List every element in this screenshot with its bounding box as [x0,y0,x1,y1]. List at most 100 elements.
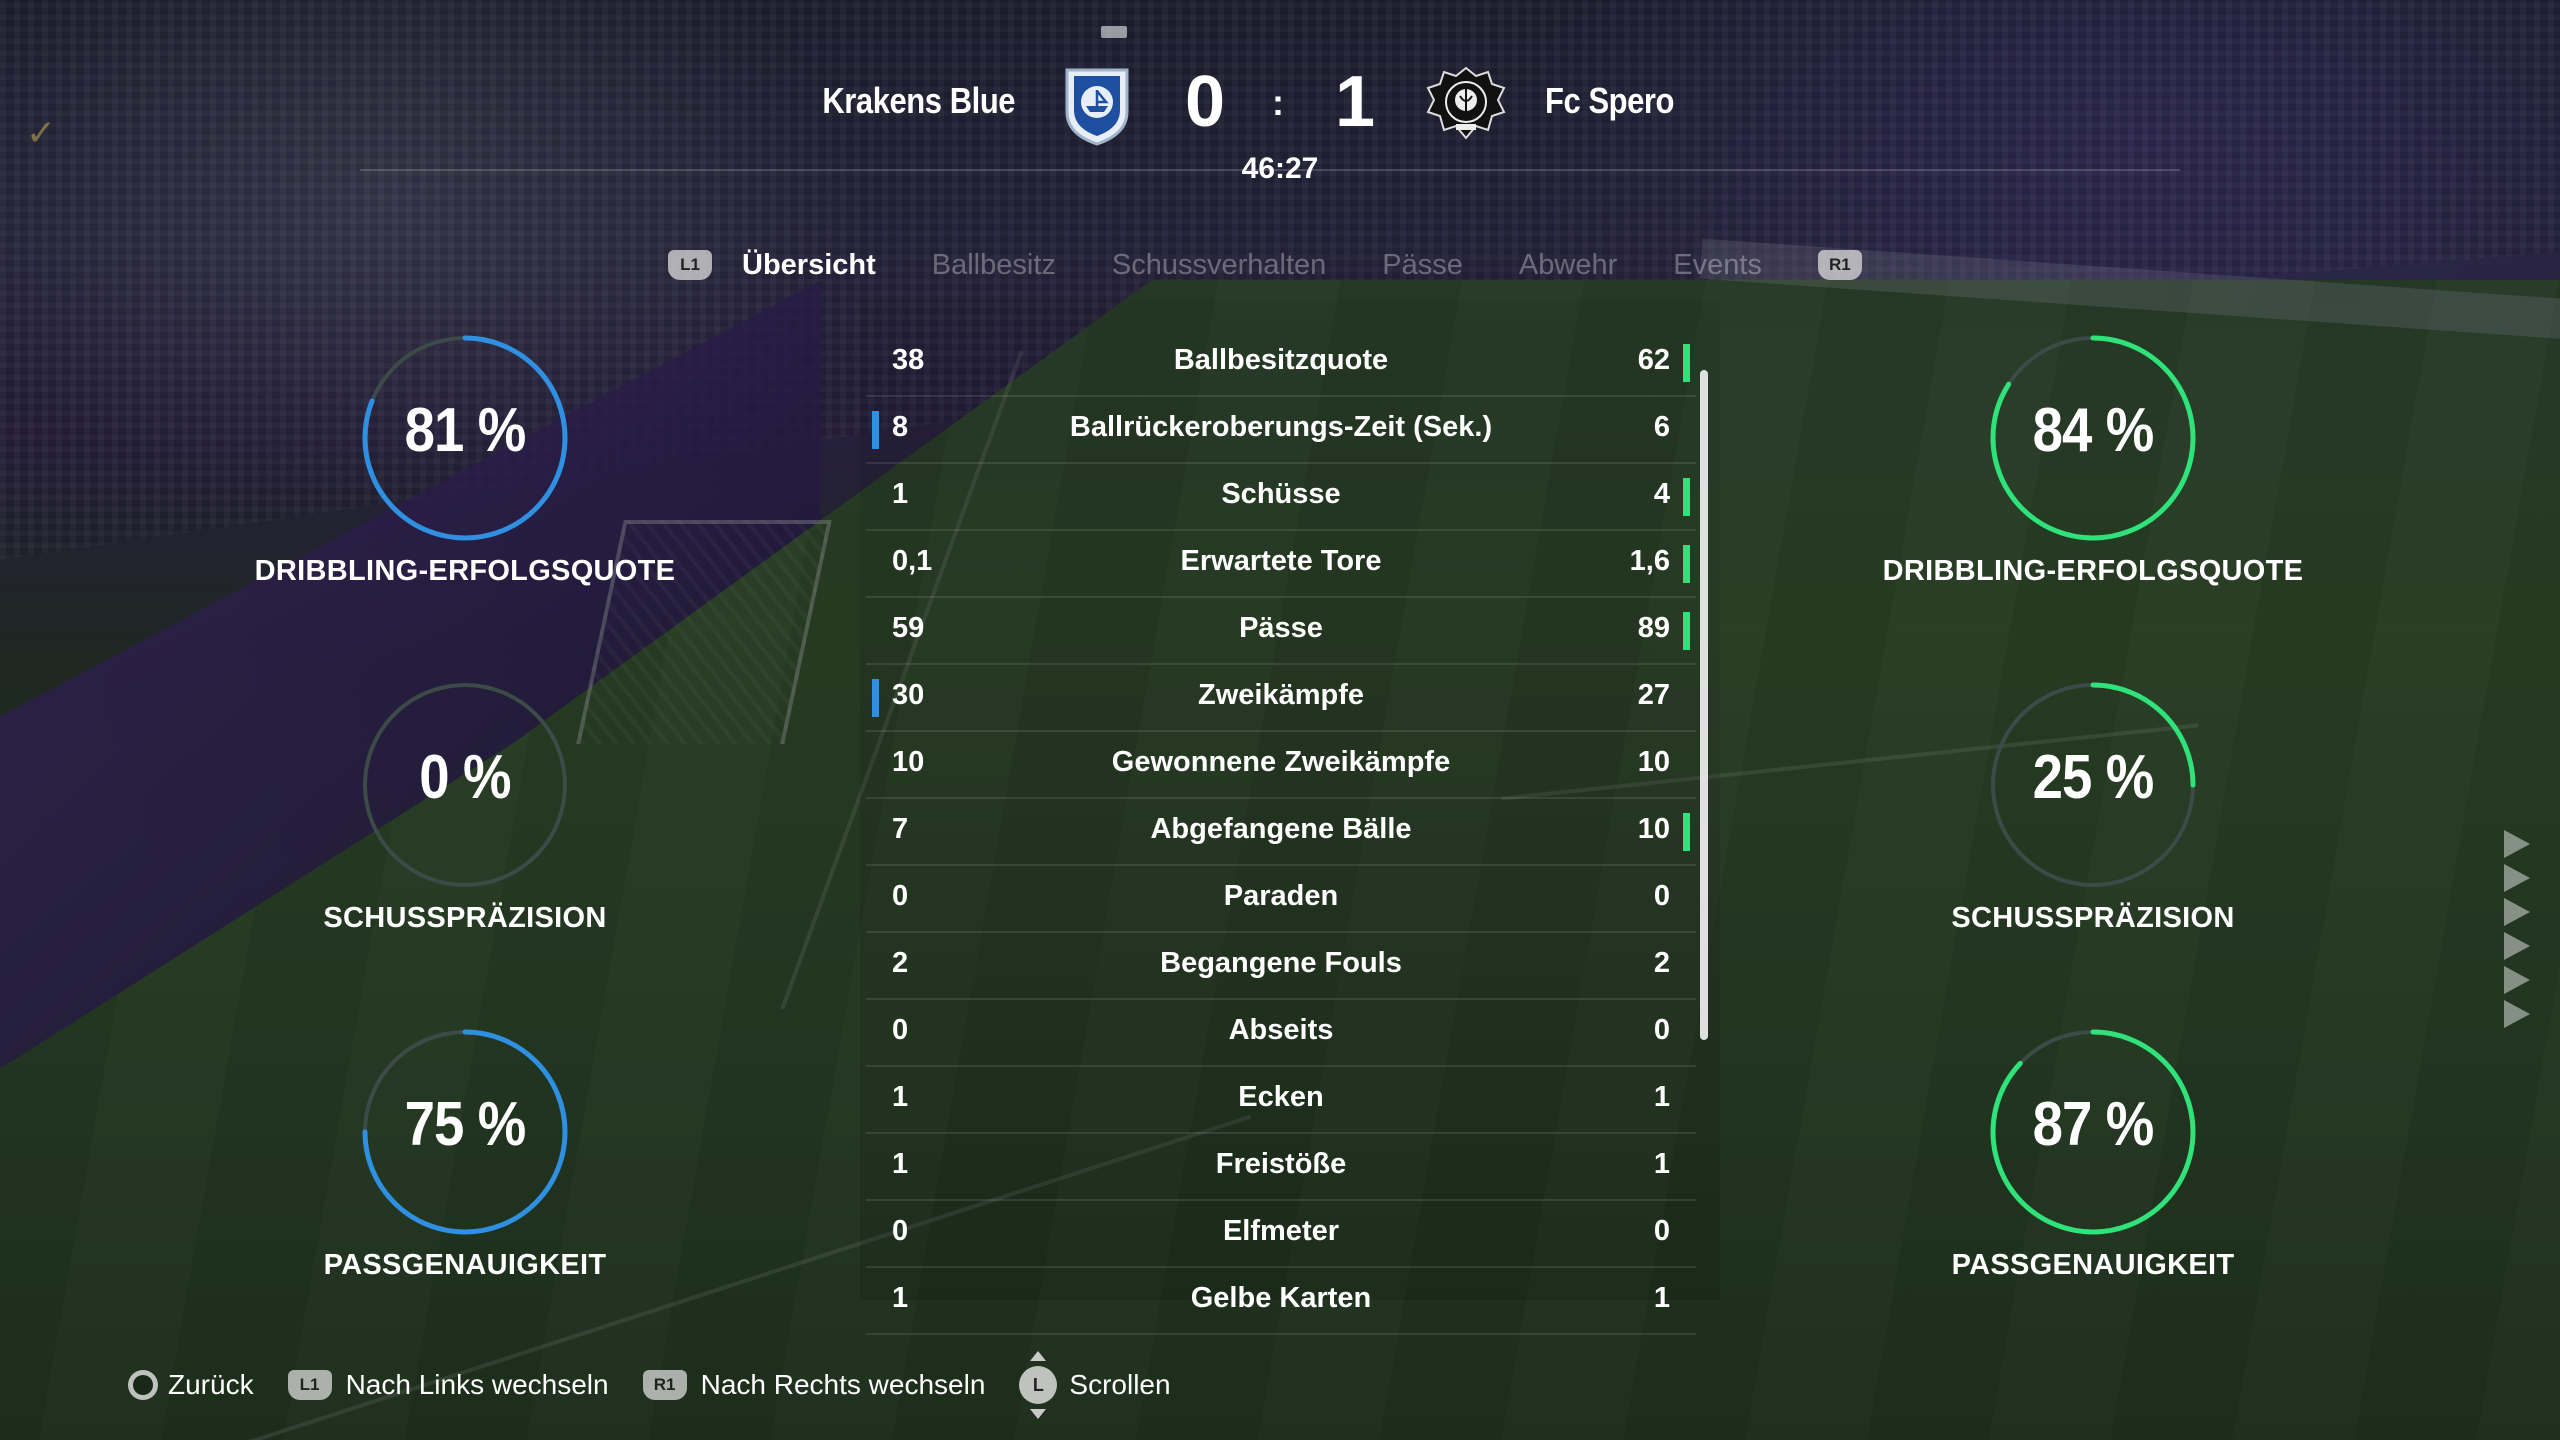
stat-away-value: 1,6 [1629,545,1670,577]
stat-label: Ballbesitzquote [1173,344,1389,376]
tab-overview[interactable]: Übersicht [742,248,876,281]
controls-footer: Zurück L1 Nach Links wechseln R1 Nach Re… [128,1351,1205,1419]
stat-away-value: 1 [1653,1282,1670,1314]
scoreboard-header: ✓ Krakens Blue 0 : 1 Fc Spero 46:27 [0,0,2560,190]
stats-tab-bar: L1 Übersicht Ballbesitz Schussverhalten … [668,240,1862,290]
stat-away-value: 89 [1637,612,1670,644]
gauge-label: PASSGENAUIGKEIT [323,1249,607,1281]
match-clock: 46:27 [1241,152,1319,185]
back-label: Zurück [168,1369,254,1400]
switch-right-action[interactable]: R1 Nach Rechts wechseln [642,1369,985,1401]
gauge-value: 0 % [419,743,511,812]
stat-away-value: 62 [1637,344,1670,376]
gauge-ring [1990,682,2196,888]
away-pass-accuracy-gauge: 87 % PASSGENAUIGKEIT [1943,1027,2243,1281]
stat-away-value: 0 [1653,1215,1670,1247]
stat-row: 38 Ballbesitzquote 62 [866,330,1696,397]
gauge-ring [1990,1029,2196,1235]
tab-passing[interactable]: Pässe [1382,248,1463,281]
stat-label: Abgefangene Bälle [1150,813,1412,845]
tab-defending[interactable]: Abwehr [1518,248,1618,281]
stat-row: 0 Elfmeter 0 [866,1201,1696,1268]
stat-label: Elfmeter [1222,1215,1340,1247]
gauge-label: PASSGENAUIGKEIT [1951,1249,2235,1281]
stat-away-value: 1 [1653,1148,1670,1180]
away-lead-marker [1683,344,1690,382]
stat-label: Ecken [1238,1081,1324,1113]
gauge-label: DRIBBLING-ERFOLGSQUOTE [1882,555,2304,587]
scroll-label: Scrollen [1069,1369,1171,1400]
stat-row: 8 Ballrückeroberungs-Zeit (Sek.) 6 [866,397,1696,464]
gauge-ring [1990,335,2196,541]
stat-away-value: 10 [1637,746,1670,778]
stat-row: 7 Abgefangene Bälle 10 [866,799,1696,866]
gauge-ring [362,335,568,541]
away-team-crest-icon [1426,66,1506,140]
l1-button-icon[interactable]: L1 [668,250,712,280]
away-shot-accuracy-gauge: 25 % SCHUSSPRÄZISION [1943,680,2243,934]
stat-row: 0 Paraden 0 [866,866,1696,933]
stat-row: 1 Schüsse 4 [866,464,1696,531]
stat-row: 30 Zweikämpfe 27 [866,665,1696,732]
stat-home-value: 1 [892,478,909,510]
stat-home-value: 1 [892,1148,909,1180]
stat-away-value: 0 [1653,1014,1670,1046]
away-lead-marker [1683,545,1690,583]
switch-left-label: Nach Links wechseln [345,1369,609,1400]
stat-label: Begangene Fouls [1160,947,1402,979]
gauge-label: DRIBBLING-ERFOLGSQUOTE [254,555,676,587]
away-lead-marker [1683,612,1690,650]
home-shot-accuracy-gauge: 0 % SCHUSSPRÄZISION [315,680,615,934]
side-indicator-arrows [2504,830,2544,1034]
r1-button-icon[interactable]: R1 [1817,250,1862,280]
away-dribbling-gauge: 84 % DRIBBLING-ERFOLGSQUOTE [1883,333,2303,587]
stat-label: Zweikämpfe [1198,679,1364,711]
r1-button-icon: R1 [642,1370,687,1400]
gauge-ring [362,1029,568,1235]
stat-away-value: 4 [1653,478,1670,510]
stat-away-value: 0 [1653,880,1670,912]
stat-row: 1 Ecken 1 [866,1067,1696,1134]
away-team-name: Fc Spero [1545,80,1675,121]
stat-label: Pässe [1239,612,1323,644]
stat-away-value: 27 [1637,679,1670,711]
circle-button-icon [128,1370,158,1400]
stats-scrollbar[interactable] [1700,370,1708,1040]
header-divider [360,169,2180,171]
stat-home-value: 0,1 [892,545,933,577]
stat-row: 1 Gelbe Karten 1 [866,1268,1696,1335]
stat-away-value: 2 [1653,947,1670,979]
stat-label: Ballrückeroberungs-Zeit (Sek.) [1069,411,1493,443]
tab-events[interactable]: Events [1673,248,1762,281]
gauge-value: 81 % [404,396,527,465]
home-score: 0 [1185,62,1226,142]
stat-away-value: 1 [1653,1081,1670,1113]
stat-row: 2 Begangene Fouls 2 [866,933,1696,1000]
gauge-label: SCHUSSPRÄZISION [323,902,607,934]
stat-label: Gewonnene Zweikämpfe [1111,746,1451,778]
stat-label: Gelbe Karten [1190,1282,1372,1314]
tab-possession[interactable]: Ballbesitz [931,248,1056,281]
stat-home-value: 0 [892,1215,909,1247]
stat-row: 10 Gewonnene Zweikämpfe 10 [866,732,1696,799]
home-dribbling-gauge: 81 % DRIBBLING-ERFOLGSQUOTE [255,333,675,587]
gauge-value: 25 % [2032,743,2155,812]
stat-home-value: 30 [892,679,925,711]
switch-left-action[interactable]: L1 Nach Links wechseln [287,1369,609,1401]
home-lead-marker [872,411,879,449]
l1-button-icon: L1 [287,1370,332,1400]
scroll-action[interactable]: L Scrollen [1019,1351,1171,1419]
stat-row: 59 Pässe 89 [866,598,1696,665]
stat-home-value: 38 [892,344,925,376]
stat-label: Schüsse [1221,478,1341,510]
home-team-crest-icon [1065,68,1129,146]
tab-shooting[interactable]: Schussverhalten [1111,248,1327,281]
score-separator: : [1272,82,1284,123]
back-action[interactable]: Zurück [128,1369,254,1401]
stat-home-value: 0 [892,880,909,912]
home-lead-marker [872,679,879,717]
stat-home-value: 7 [892,813,909,845]
stat-row: 1 Freistöße 1 [866,1134,1696,1201]
stat-row: 0 Abseits 0 [866,1000,1696,1067]
